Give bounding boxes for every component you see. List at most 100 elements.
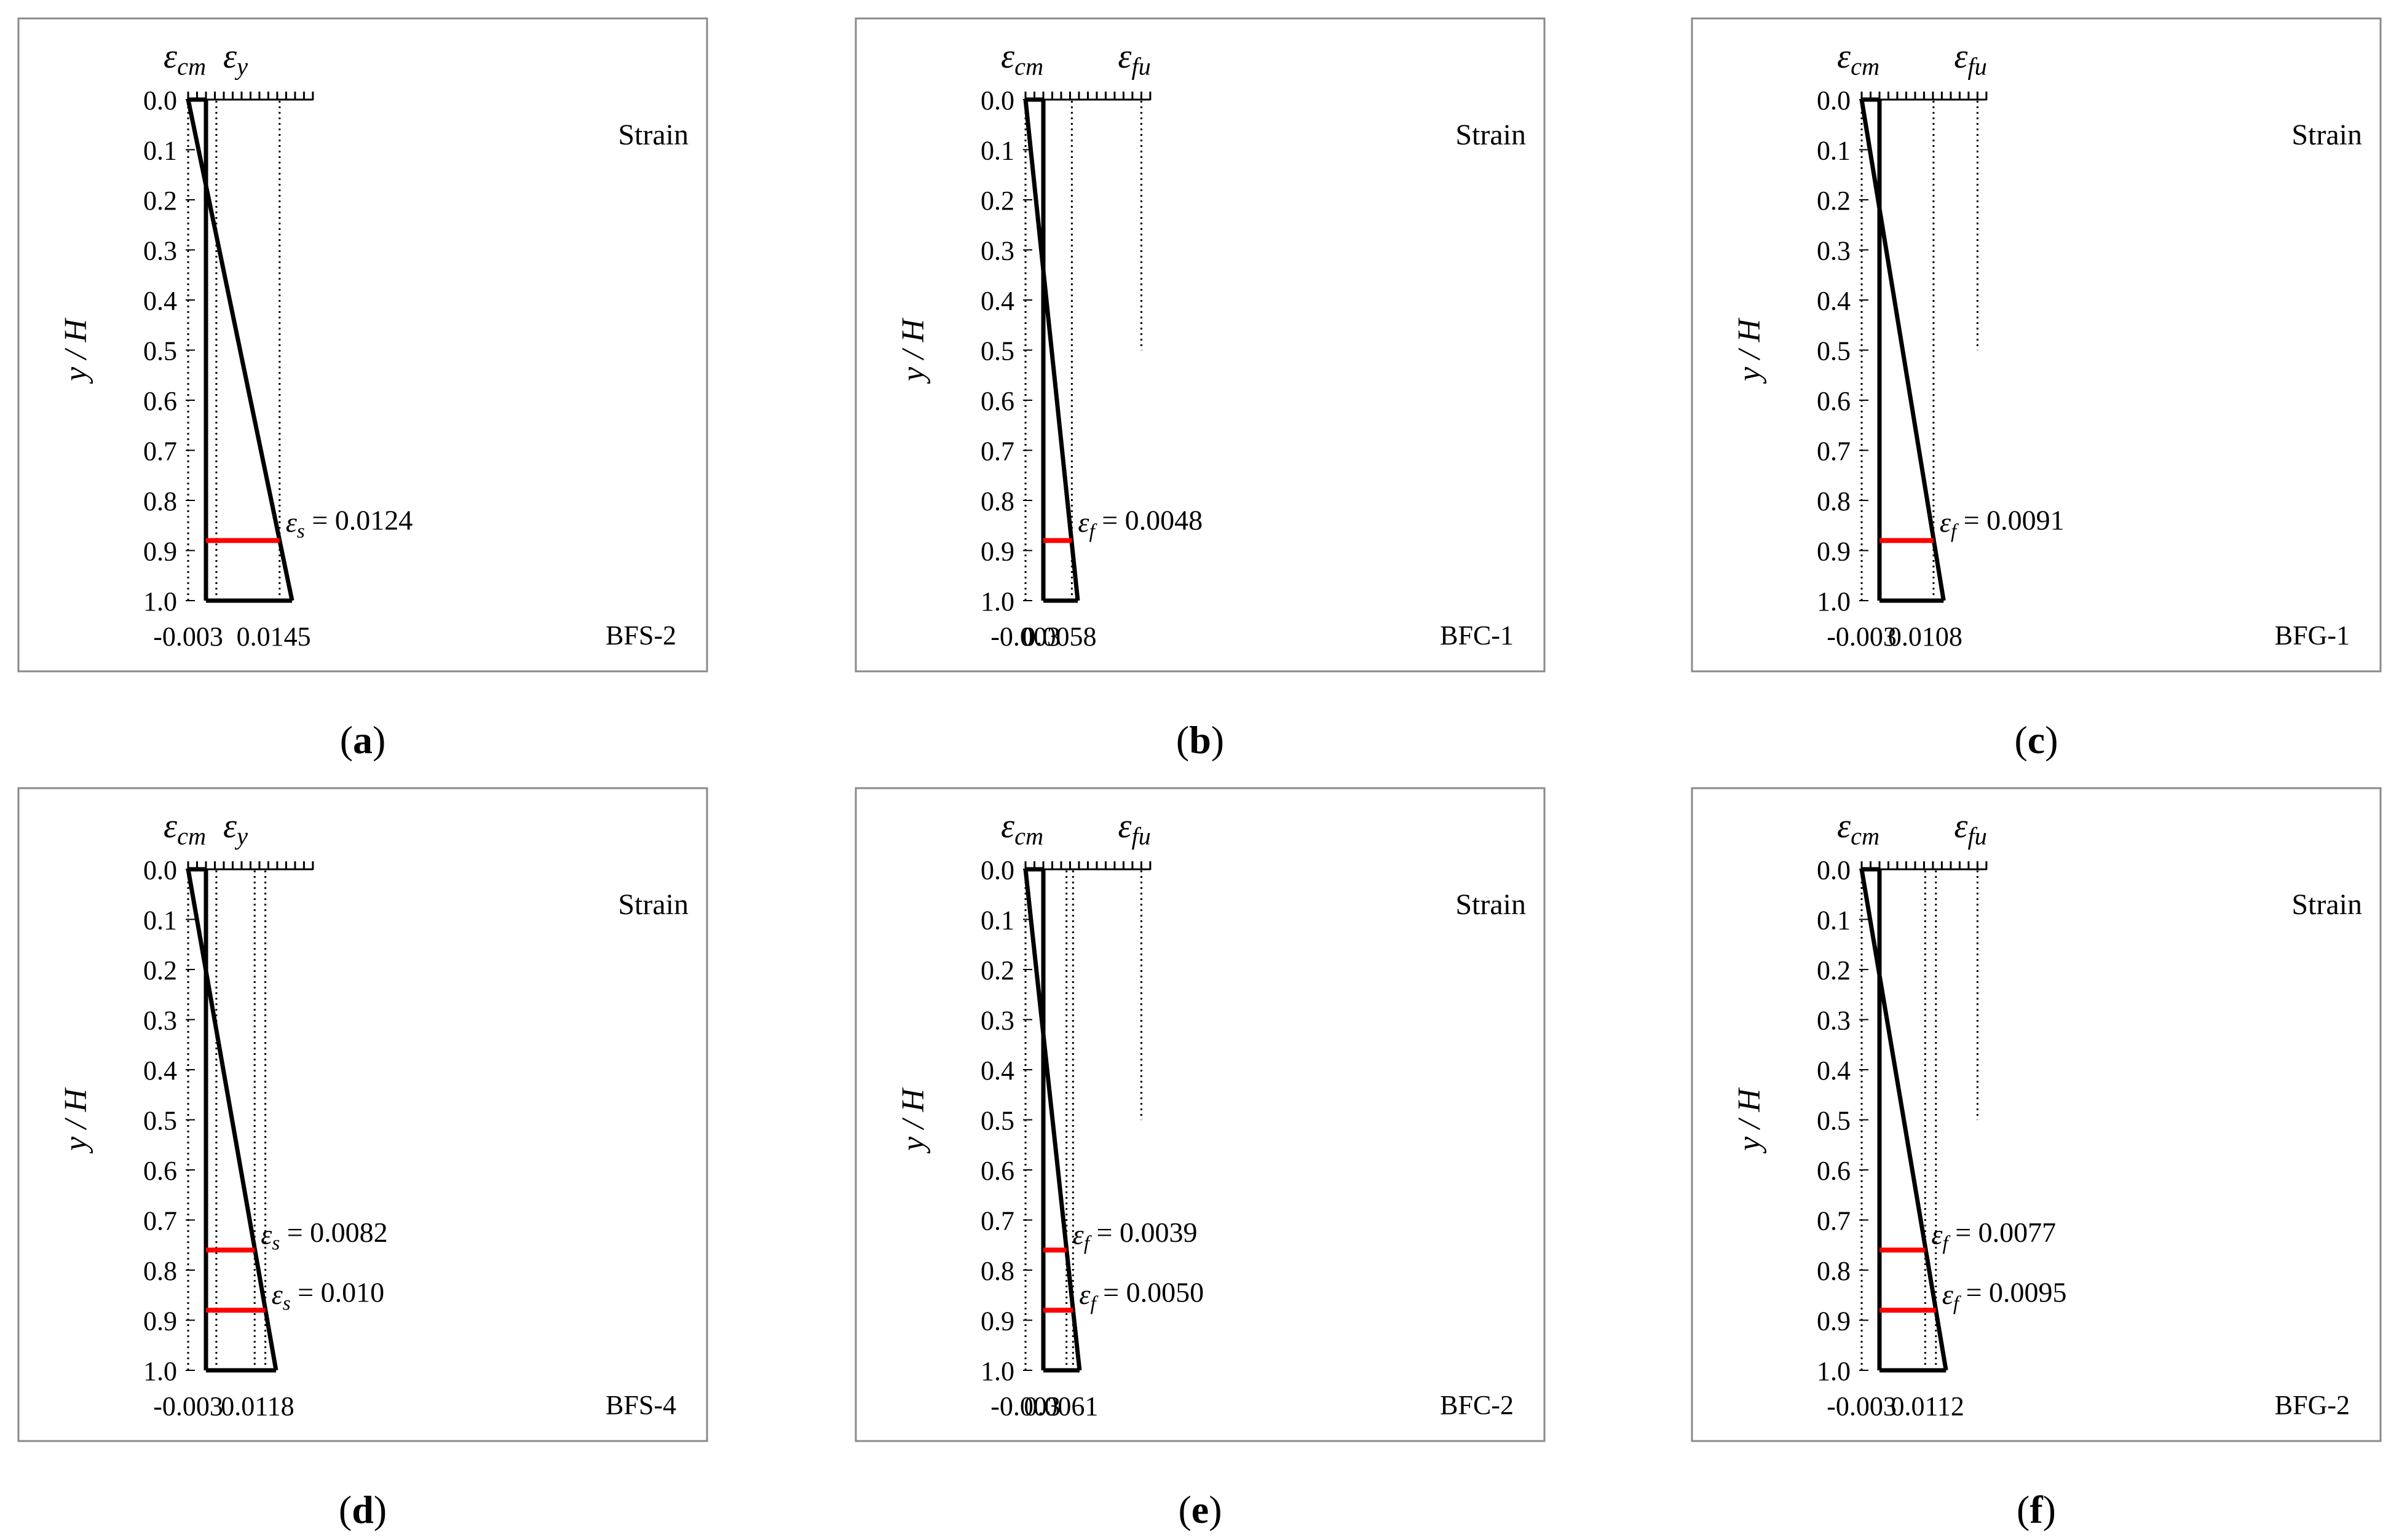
y-tick-label: 0.2: [143, 955, 177, 985]
y-tick-label: 1.0: [143, 586, 177, 617]
panel-frame: [1691, 17, 2382, 673]
y-tick-label: 0.7: [1817, 436, 1851, 467]
y-tick-label: 1.0: [143, 1356, 177, 1386]
y-axis-title: y / H: [1732, 1088, 1767, 1155]
y-tick-label: 0.5: [981, 336, 1014, 366]
y-tick-label: 0.4: [143, 1056, 177, 1086]
bottom-strain-label: 0.0112: [1891, 1391, 1964, 1421]
y-tick-label: 0.2: [1817, 955, 1851, 985]
x-axis-title: Strain: [618, 119, 689, 151]
panel-frame: [17, 787, 708, 1442]
y-tick-label: 0.6: [981, 386, 1014, 416]
y-tick-label: 0.6: [981, 1156, 1014, 1186]
y-tick-label: 0.9: [143, 537, 177, 567]
y-tick-label: 0.8: [1817, 486, 1851, 516]
y-tick-label: 0.8: [143, 1256, 177, 1286]
y-tick-label: 0.2: [1817, 186, 1851, 216]
x-axis-title: Strain: [1455, 119, 1526, 151]
compression-limit-label: -0.003: [990, 622, 1061, 652]
x-axis-title: Strain: [1455, 888, 1526, 921]
y-tick-label: 0.0: [981, 85, 1014, 116]
y-tick-label: 0.4: [1817, 286, 1851, 316]
specimen-label: BFG-2: [2275, 1390, 2350, 1420]
annotation-label: εs = 0.0082: [261, 1217, 387, 1255]
strain-profile-line: [186, 99, 294, 601]
y-tick-label: 0.2: [981, 955, 1014, 985]
y-tick-label: 0.5: [143, 336, 177, 366]
y-axis-title: y / H: [58, 1088, 93, 1155]
annotation-label: εs = 0.010: [272, 1277, 384, 1315]
specimen-label: BFS-2: [606, 620, 676, 650]
y-tick-label: 0.9: [1817, 1306, 1851, 1337]
y-tick-label: 0.1: [1817, 906, 1851, 936]
y-tick-label: 0.1: [1817, 136, 1851, 166]
header-label: εcm: [164, 38, 206, 80]
x-axis-title: Strain: [2291, 119, 2362, 151]
y-tick-label: 0.3: [1817, 236, 1851, 266]
y-axis-title: y / H: [58, 318, 93, 385]
y-tick-label: 0.3: [143, 1006, 177, 1036]
y-tick-label: 0.7: [981, 436, 1014, 467]
y-tick-label: 0.7: [1817, 1206, 1851, 1236]
y-tick-label: 1.0: [981, 1356, 1014, 1386]
compression-limit-label: -0.003: [153, 1391, 223, 1421]
header-label: εcm: [1001, 807, 1043, 850]
panel-caption: (b): [1176, 718, 1224, 762]
y-tick-label: 0.1: [143, 906, 177, 936]
bottom-strain-label: 0.0118: [221, 1391, 294, 1421]
y-tick-label: 0.0: [143, 85, 177, 116]
header-label: εcm: [1837, 38, 1879, 80]
y-axis-title: y / H: [1732, 318, 1767, 385]
specimen-label: BFS-4: [606, 1390, 676, 1420]
panel-caption: (a): [340, 718, 386, 762]
panel-caption: (f): [2017, 1488, 2056, 1531]
y-tick-label: 0.8: [143, 486, 177, 516]
header-label: εcm: [1837, 807, 1879, 850]
panel-f: 0.0 0.1 0.2 0.3 0.4 0.5 0.6 0.7 0.8 0.9 1.0 y / H εf…: [1691, 787, 2382, 1442]
header-label: εfu: [1118, 38, 1150, 80]
y-axis-title: y / H: [896, 318, 931, 385]
x-axis-title: Strain: [2291, 888, 2362, 921]
strain-profile-line: [1023, 869, 1082, 1371]
specimen-label: BFG-1: [2275, 620, 2350, 650]
compression-limit-label: -0.003: [1827, 1391, 1897, 1421]
annotation-label: εf = 0.0077: [1931, 1217, 2056, 1255]
y-tick-label: 0.3: [981, 236, 1014, 266]
bottom-strain-label: 0.0061: [1024, 1391, 1098, 1421]
panel-caption: (d): [339, 1488, 387, 1531]
y-tick-label: 0.0: [143, 855, 177, 885]
panel-d: 0.0 0.1 0.2 0.3 0.4 0.5 0.6 0.7 0.8 0.9 1.0 y / H εs…: [17, 787, 708, 1442]
x-axis-title: Strain: [618, 888, 689, 921]
header-label: εfu: [1954, 38, 1986, 80]
y-tick-label: 0.3: [981, 1006, 1014, 1036]
y-tick-label: 0.5: [981, 1106, 1014, 1136]
compression-limit-label: -0.003: [990, 1391, 1061, 1421]
y-axis-title: y / H: [896, 1088, 931, 1155]
strain-profile-line: [1023, 99, 1080, 601]
annotation-label: εf = 0.0050: [1079, 1277, 1204, 1315]
panel-b: 0.0 0.1 0.2 0.3 0.4 0.5 0.6 0.7 0.8 0.9 1.0 y / H εf…: [855, 17, 1546, 673]
header-label: εy: [223, 38, 248, 80]
y-tick-label: 0.6: [143, 1156, 177, 1186]
compression-limit-label: -0.003: [1827, 622, 1897, 652]
y-tick-label: 0.6: [1817, 386, 1851, 416]
panel-caption: (e): [1178, 1488, 1222, 1531]
header-label: εfu: [1954, 807, 1986, 850]
y-tick-label: 0.5: [1817, 1106, 1851, 1136]
panel-frame: [855, 17, 1546, 673]
y-tick-label: 0.9: [981, 537, 1014, 567]
y-tick-label: 0.3: [143, 236, 177, 266]
y-tick-label: 1.0: [1817, 1356, 1851, 1386]
panel-caption: (c): [2014, 718, 2058, 762]
y-tick-label: 0.4: [981, 1056, 1014, 1086]
annotation-label: εf = 0.0048: [1078, 505, 1203, 543]
y-tick-label: 0.9: [981, 1306, 1014, 1337]
annotation-label: εf = 0.0091: [1940, 505, 2065, 543]
bottom-strain-label: 0.0108: [1888, 622, 1962, 652]
panel-frame: [17, 17, 708, 673]
y-tick-label: 0.4: [1817, 1056, 1851, 1086]
y-tick-label: 0.6: [143, 386, 177, 416]
panel-e: 0.0 0.1 0.2 0.3 0.4 0.5 0.6 0.7 0.8 0.9 1.0 y / H εf…: [855, 787, 1546, 1442]
header-label: εcm: [1001, 38, 1043, 80]
